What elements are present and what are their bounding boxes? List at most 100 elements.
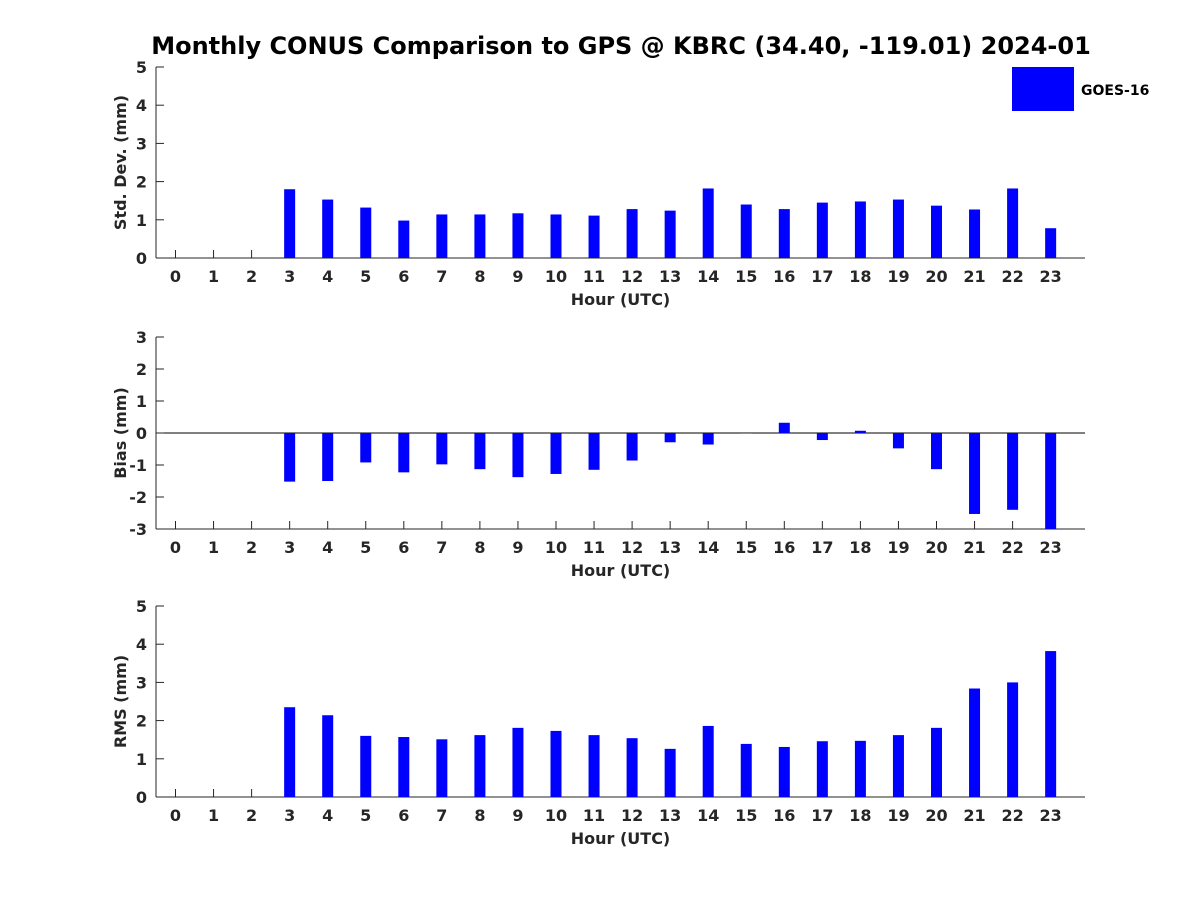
bias-x-tick-label: 19 (887, 538, 909, 557)
rms-y-tick-label: 1 (136, 750, 147, 769)
bias-x-tick-label: 13 (659, 538, 681, 557)
std-dev-x-tick-label: 13 (659, 267, 681, 286)
rms-y-tick-label: 2 (136, 712, 147, 731)
rms-x-tick-label: 2 (246, 806, 257, 825)
std-dev-bar-hour-7 (436, 214, 448, 258)
bias-x-tick-label: 1 (208, 538, 219, 557)
std-dev-bar-hour-10 (550, 214, 562, 258)
rms-bar-hour-14 (702, 725, 714, 797)
bias-bar-hour-15 (740, 433, 752, 434)
bias-x-tick-label: 14 (697, 538, 719, 557)
std-dev-x-tick-label: 11 (583, 267, 605, 286)
rms-bar-hour-16 (778, 746, 790, 797)
std-dev-bar-hour-20 (931, 205, 942, 258)
std-dev-bar-hour-15 (740, 204, 752, 258)
rms-x-tick-label: 5 (360, 806, 371, 825)
rms-bar-hour-23 (1045, 651, 1057, 797)
rms-x-tick-label: 18 (849, 806, 871, 825)
bias-y-tick-label: 0 (136, 424, 147, 443)
rms-x-tick-label: 16 (773, 806, 795, 825)
std-dev-x-tick-label: 17 (811, 267, 833, 286)
bias-y-tick-label: 1 (136, 392, 147, 411)
std-dev-y-tick-label: 5 (136, 58, 147, 77)
rms-y-tick-label: 0 (136, 788, 147, 807)
bias-x-tick-label: 7 (436, 538, 447, 557)
bias-bar-hour-7 (436, 433, 448, 465)
bias-x-tick-label: 12 (621, 538, 643, 557)
std-dev-x-tick-label: 22 (1001, 267, 1023, 286)
rms-x-tick-label: 3 (284, 806, 295, 825)
bias-x-tick-label: 3 (284, 538, 295, 557)
bias-x-tick-label: 18 (849, 538, 871, 557)
rms-y-tick-label: 5 (136, 597, 147, 616)
bias-x-tick-label: 0 (170, 538, 181, 557)
rms-x-tick-label: 6 (398, 806, 409, 825)
rms-x-tick-label: 0 (170, 806, 181, 825)
rms-bar-hour-9 (512, 727, 524, 797)
bias-x-tick-label: 22 (1001, 538, 1023, 557)
std-dev-x-tick-label: 3 (284, 267, 295, 286)
bias-bar-hour-8 (474, 433, 486, 470)
std-dev-bar-hour-12 (626, 209, 638, 258)
bias-y-tick-label: -3 (129, 520, 147, 539)
std-dev-bar-hour-22 (1007, 188, 1019, 258)
std-dev-bar-hour-6 (398, 220, 410, 258)
std-dev-x-tick-label: 0 (170, 267, 181, 286)
bias-bar-hour-21 (969, 433, 981, 514)
bias-bar-hour-22 (1007, 433, 1019, 510)
rms-x-tick-label: 19 (887, 806, 909, 825)
std-dev-x-tick-label: 4 (322, 267, 333, 286)
bias-y-axis-label: Bias (mm) (111, 387, 130, 479)
std-dev-y-tick-label: 1 (136, 211, 147, 230)
bias-bar-hour-23 (1045, 433, 1057, 529)
bias-x-tick-label: 15 (735, 538, 757, 557)
std-dev-x-tick-label: 18 (849, 267, 871, 286)
std-dev-x-tick-label: 9 (512, 267, 523, 286)
bias-bar-hour-4 (322, 433, 334, 481)
rms-y-tick-label: 3 (136, 673, 147, 692)
bias-x-tick-label: 16 (773, 538, 795, 557)
rms-x-tick-label: 12 (621, 806, 643, 825)
bias-bar-hour-18 (854, 430, 866, 433)
bias-y-tick-label: 2 (136, 360, 147, 379)
bias-bar-hour-16 (778, 422, 790, 433)
std-dev-bar-hour-16 (778, 209, 790, 258)
bias-x-tick-label: 9 (512, 538, 523, 557)
std-dev-x-tick-label: 20 (925, 267, 947, 286)
bias-x-tick-label: 21 (963, 538, 985, 557)
bias-x-tick-label: 5 (360, 538, 371, 557)
std-dev-x-tick-label: 6 (398, 267, 409, 286)
bias-bar-hour-9 (512, 433, 524, 478)
rms-bar-hour-20 (931, 727, 942, 797)
bias-bar-hour-3 (284, 433, 296, 482)
std-dev-x-tick-label: 1 (208, 267, 219, 286)
bias-x-tick-label: 17 (811, 538, 833, 557)
std-dev-x-tick-label: 10 (545, 267, 567, 286)
rms-x-tick-label: 13 (659, 806, 681, 825)
rms-x-tick-label: 1 (208, 806, 219, 825)
bias-x-tick-label: 4 (322, 538, 333, 557)
bias-x-tick-label: 10 (545, 538, 567, 557)
bias-x-axis-label: Hour (UTC) (571, 561, 671, 580)
std-dev-x-tick-label: 16 (773, 267, 795, 286)
rms-y-axis-label: RMS (mm) (111, 655, 130, 748)
rms-bar-hour-4 (322, 715, 334, 797)
rms-x-tick-label: 9 (512, 806, 523, 825)
std-dev-x-axis-label: Hour (UTC) (571, 290, 671, 309)
std-dev-bar-hour-11 (588, 215, 600, 258)
std-dev-bar-hour-21 (969, 209, 981, 258)
std-dev-x-tick-label: 2 (246, 267, 257, 286)
bias-bar-hour-12 (626, 433, 638, 461)
std-dev-bar-hour-18 (854, 201, 866, 258)
rms-bar-hour-13 (664, 748, 676, 797)
bias-bar-hour-17 (816, 433, 828, 441)
rms-bar-hour-3 (284, 707, 296, 797)
bias-bar-hour-13 (664, 433, 676, 443)
rms-x-tick-label: 11 (583, 806, 605, 825)
bias-bar-hour-19 (892, 433, 904, 449)
std-dev-y-tick-label: 2 (136, 173, 147, 192)
rms-x-tick-label: 8 (474, 806, 485, 825)
std-dev-x-tick-label: 8 (474, 267, 485, 286)
